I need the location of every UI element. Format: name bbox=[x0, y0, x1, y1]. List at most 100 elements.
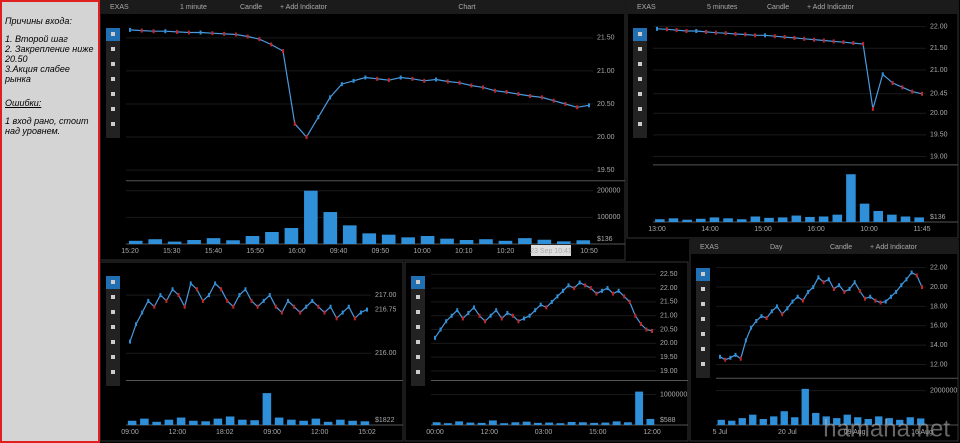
candle bbox=[305, 304, 308, 309]
tool-icon bbox=[111, 122, 115, 126]
volume-bar bbox=[304, 190, 318, 244]
candle bbox=[164, 29, 167, 34]
candle bbox=[423, 78, 426, 83]
volume-bar bbox=[646, 418, 655, 425]
candle bbox=[724, 357, 727, 362]
header-style[interactable]: Candle bbox=[240, 4, 262, 11]
candle bbox=[376, 76, 379, 81]
volume-bar bbox=[875, 416, 883, 425]
candle bbox=[864, 296, 867, 301]
tool-icon bbox=[111, 47, 115, 51]
volume-bar bbox=[213, 418, 223, 425]
candle bbox=[129, 339, 131, 344]
candle bbox=[822, 38, 825, 43]
volume-bar bbox=[479, 239, 493, 244]
candle bbox=[793, 35, 796, 40]
volume-bar bbox=[299, 420, 308, 425]
candle bbox=[323, 310, 326, 315]
tool-icon bbox=[416, 325, 420, 329]
header-symbol[interactable]: EXAS bbox=[637, 4, 656, 11]
candle bbox=[450, 313, 453, 318]
volume-bar bbox=[152, 421, 161, 425]
candle bbox=[891, 80, 894, 85]
header-symbol[interactable]: EXAS bbox=[110, 4, 129, 11]
candle bbox=[523, 316, 526, 321]
y-tick-label: 20.00 bbox=[597, 134, 615, 141]
tool-icon bbox=[111, 280, 115, 284]
candle bbox=[714, 30, 717, 35]
candle bbox=[724, 31, 727, 36]
candle bbox=[719, 354, 721, 359]
candle bbox=[493, 88, 496, 93]
volume-bar bbox=[812, 412, 820, 425]
volume-bar bbox=[477, 422, 486, 425]
tool-icon bbox=[638, 62, 642, 66]
candle bbox=[238, 293, 241, 298]
tool-icon bbox=[416, 370, 420, 374]
x-tick-label: 09:50 bbox=[372, 248, 390, 255]
x-tick-label: 15:20 bbox=[121, 248, 139, 255]
volume-bar bbox=[900, 216, 911, 222]
candle bbox=[352, 78, 355, 83]
header-symbol[interactable]: EXAS bbox=[700, 244, 719, 251]
candle bbox=[293, 304, 296, 309]
candle bbox=[484, 319, 487, 324]
candle bbox=[244, 287, 247, 292]
volume-tick-label: 200000 bbox=[597, 188, 620, 195]
tool-icon bbox=[701, 332, 705, 336]
candle bbox=[341, 310, 344, 315]
volume-bar bbox=[556, 423, 565, 425]
price-line bbox=[719, 271, 923, 361]
toolbar bbox=[106, 28, 120, 138]
header-interval[interactable]: Day bbox=[770, 244, 783, 251]
candle bbox=[550, 299, 553, 304]
volume-bar bbox=[887, 214, 897, 222]
candle bbox=[862, 41, 865, 46]
candle bbox=[539, 302, 542, 307]
x-tick-label: 15:00 bbox=[754, 226, 772, 233]
candle bbox=[786, 306, 789, 311]
candle bbox=[900, 283, 903, 288]
header-style[interactable]: Candle bbox=[767, 4, 789, 11]
volume-tick-label: 2000000 bbox=[930, 387, 957, 394]
watermark: hamaha.net bbox=[823, 415, 950, 442]
header-add[interactable]: + Add Indicator bbox=[807, 4, 855, 11]
candle bbox=[584, 283, 587, 288]
candle bbox=[183, 304, 186, 309]
x-tick-label: 15:50 bbox=[246, 248, 264, 255]
volume-bar bbox=[854, 417, 862, 425]
volume-bar bbox=[750, 216, 761, 222]
tool-icon bbox=[416, 295, 420, 299]
y-tick-label: 22.00 bbox=[930, 24, 948, 31]
candle bbox=[879, 300, 882, 305]
candle bbox=[311, 298, 314, 303]
candle bbox=[842, 40, 845, 45]
header-interval[interactable]: 1 minute bbox=[180, 4, 207, 11]
header-add[interactable]: + Add Indicator bbox=[870, 244, 918, 251]
candle bbox=[588, 103, 590, 108]
volume-bar bbox=[833, 418, 841, 425]
volume-bar bbox=[187, 240, 201, 244]
volume-bar bbox=[262, 393, 272, 425]
x-tick-label: 13:00 bbox=[648, 226, 666, 233]
x-tick-label: 10:20 bbox=[497, 248, 515, 255]
candle bbox=[329, 304, 332, 309]
volume-bar bbox=[764, 217, 774, 222]
volume-bar bbox=[401, 237, 415, 244]
header-interval[interactable]: 5 minutes bbox=[707, 4, 738, 11]
tool-icon bbox=[416, 340, 420, 344]
tool-icon bbox=[111, 77, 115, 81]
candle bbox=[335, 316, 338, 321]
header-style[interactable]: Candle bbox=[830, 244, 852, 251]
candle bbox=[695, 28, 698, 33]
candle bbox=[528, 313, 531, 318]
volume-bar bbox=[906, 417, 914, 425]
candle bbox=[595, 291, 598, 296]
candle bbox=[773, 34, 776, 39]
candle bbox=[258, 37, 261, 42]
candle bbox=[783, 35, 786, 40]
header-add[interactable]: + Add Indicator bbox=[280, 4, 328, 11]
candle bbox=[282, 49, 284, 54]
